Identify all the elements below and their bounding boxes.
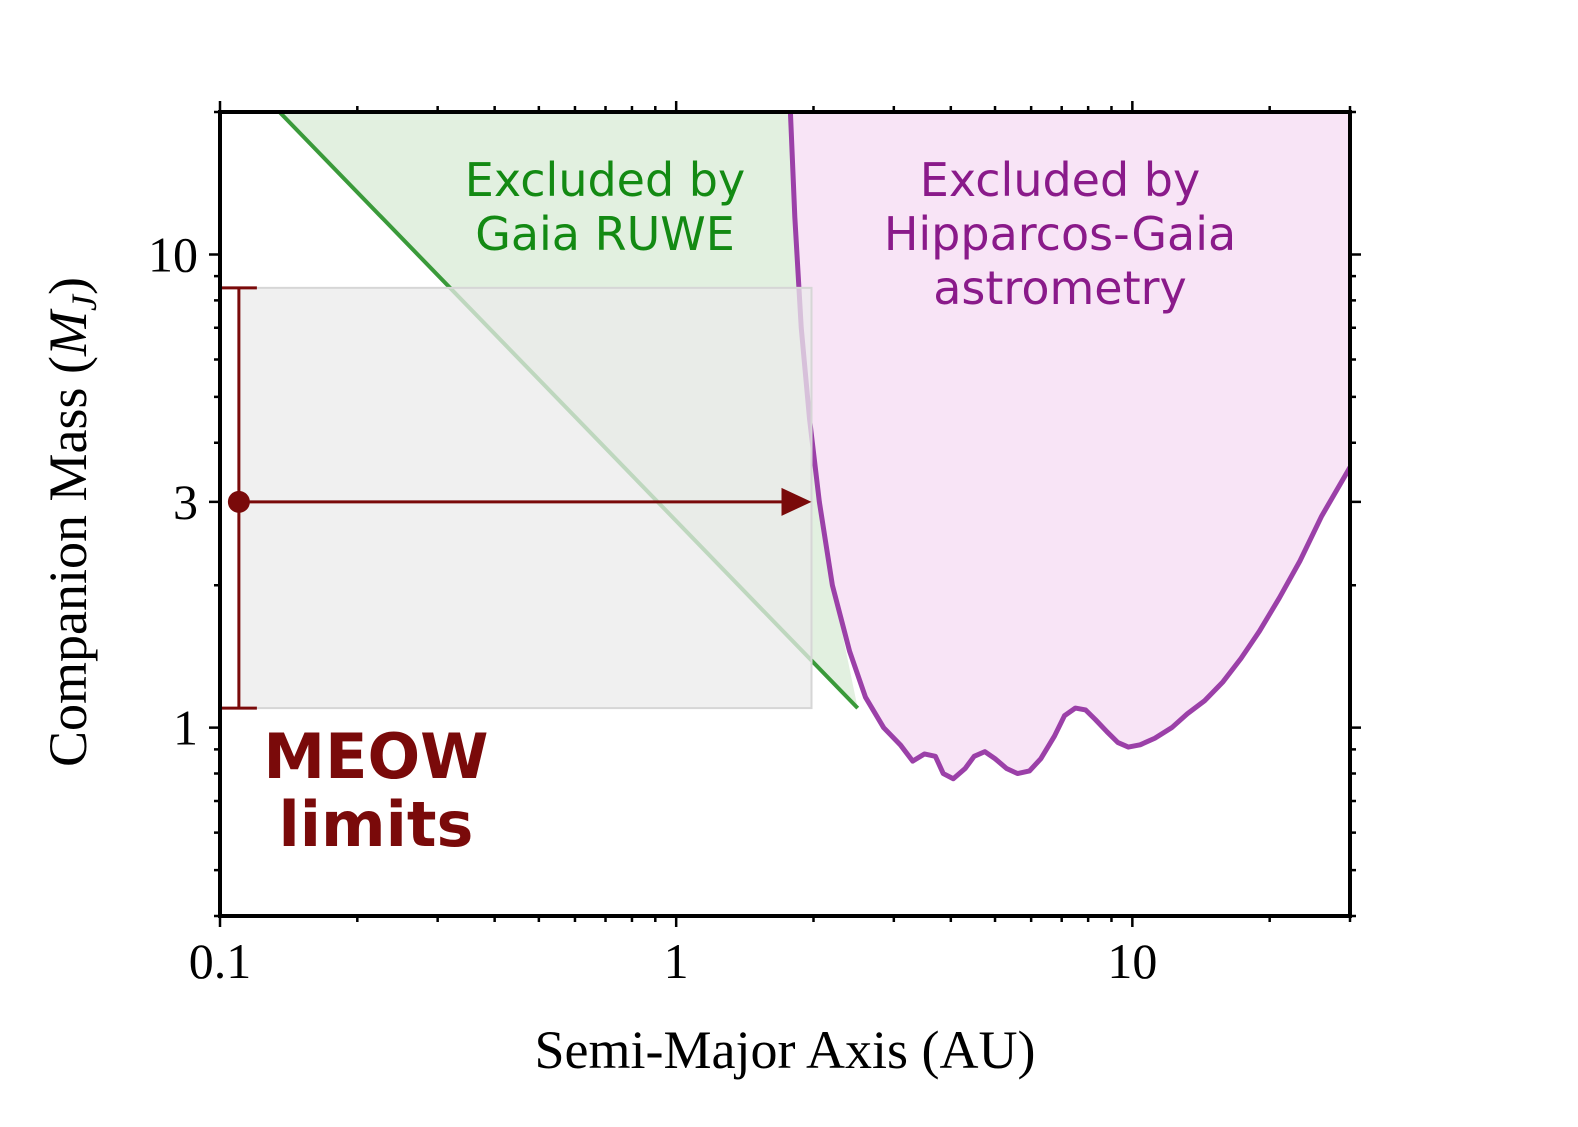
x-tick-label: 10 bbox=[1107, 933, 1157, 989]
y-tick-label: 1 bbox=[173, 700, 198, 756]
x-axis-title: Semi-Major Axis (AU) bbox=[535, 1020, 1036, 1080]
gaia-ruwe-fill bbox=[279, 112, 858, 709]
meow-limits-label: MEOW bbox=[263, 720, 488, 793]
x-tick-label: 1 bbox=[664, 933, 689, 989]
meow-range-box bbox=[237, 286, 813, 710]
y-tick-label: 3 bbox=[173, 474, 198, 530]
hipparcos-gaia-label: Excluded by bbox=[920, 153, 1200, 207]
tick-marks bbox=[209, 101, 1361, 927]
axis-ticks: 0.1 1 10 1 3 10 bbox=[148, 101, 1361, 989]
y-axis-title: Companion Mass (MJ) bbox=[38, 277, 104, 767]
meow-arrow-head bbox=[781, 487, 812, 516]
y-axis-title-symbol: M bbox=[38, 308, 98, 357]
meow-limits-label: limits bbox=[279, 788, 474, 861]
y-axis-title-text: Companion Mass bbox=[38, 387, 98, 767]
gaia-ruwe-label: Gaia RUWE bbox=[475, 207, 735, 261]
y-axis-title-subscript: J bbox=[64, 293, 104, 311]
plot-frame bbox=[218, 110, 1352, 918]
meow-data-point bbox=[227, 490, 250, 513]
hipparcos-gaia-label: astrometry bbox=[933, 261, 1187, 315]
y-tick-label: 10 bbox=[148, 226, 198, 282]
gaia-ruwe-label: Excluded by bbox=[465, 153, 745, 207]
hipparcos-gaia-fill bbox=[790, 112, 1350, 779]
x-tick-label: 0.1 bbox=[189, 933, 252, 989]
meow-limits-group bbox=[220, 286, 813, 710]
hipparcos-gaia-boundary-line bbox=[787, 112, 1350, 782]
hipparcos-gaia-label: Hipparcos-Gaia bbox=[884, 207, 1236, 261]
